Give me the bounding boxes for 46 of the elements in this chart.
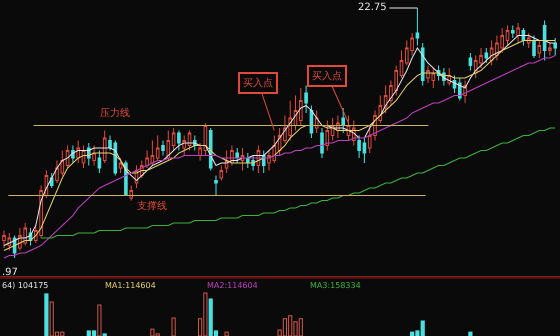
annotation: 买入点 [243, 77, 273, 89]
text: MA2:114604 [207, 281, 258, 290]
text: 64) 104175 [2, 281, 48, 290]
candlestick [102, 130, 106, 164]
candlestick [538, 40, 542, 58]
ref-line-label: 压力线 [100, 107, 130, 119]
candlestick [172, 128, 176, 151]
text: .97 [2, 267, 18, 278]
ref-line-label: 支撑线 [137, 200, 167, 212]
candlestick [214, 175, 218, 196]
candlestick [118, 158, 122, 174]
candlestick [553, 38, 557, 56]
candlestick [410, 32, 414, 56]
bar [44, 293, 48, 336]
candlestick [66, 145, 70, 168]
text: MA3:158334 [310, 281, 361, 290]
candlestick [98, 150, 102, 174]
annotation: 买入点 [312, 70, 342, 82]
candlestick [220, 165, 224, 181]
candlestick [542, 20, 546, 61]
candlestick [484, 48, 488, 64]
candlestick [156, 135, 160, 161]
candlestick [468, 52, 472, 71]
candlestick [34, 225, 38, 244]
candlestick [235, 148, 239, 164]
candlestick [129, 185, 133, 201]
candlestick [532, 35, 536, 58]
candlestick [420, 42, 424, 86]
bar [468, 332, 472, 336]
candlestick [341, 108, 345, 134]
candlestick [310, 105, 314, 138]
candlestick [304, 85, 308, 114]
bar [102, 333, 107, 336]
candlestick [548, 42, 552, 56]
candlestick [92, 145, 96, 166]
candlestick [516, 22, 520, 44]
annotation: 22.75 [358, 2, 387, 13]
candlestick [177, 130, 181, 151]
text: MA1:114604 [105, 281, 156, 290]
candlestick [326, 120, 330, 151]
candlestick [161, 140, 165, 156]
candlestick [320, 128, 324, 158]
candlestick [240, 148, 244, 171]
candlestick [166, 130, 170, 161]
candlestick [511, 25, 515, 38]
candlestick [416, 8, 420, 46]
